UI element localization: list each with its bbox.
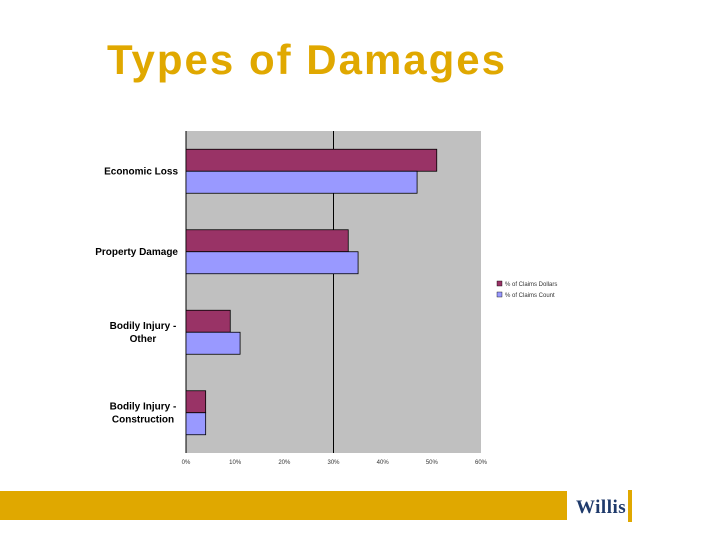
willis-logo-text: Willis — [576, 497, 627, 518]
x-tick-label: 40% — [377, 460, 390, 466]
x-tick-label: 10% — [229, 460, 242, 466]
bar-bodily-injury-construction-count — [185, 412, 207, 436]
bar-property-damage-dollars — [185, 229, 349, 253]
bar-economic-loss-dollars — [185, 148, 438, 172]
bar-bodily-injury-other-count — [185, 331, 241, 355]
bar-bodily-injury-construction-dollars — [185, 390, 207, 414]
legend-label: % of Claims Dollars — [505, 282, 557, 288]
bar-property-damage-count — [185, 251, 359, 275]
x-tick-label: 50% — [426, 460, 439, 466]
x-tick-label: 20% — [278, 460, 291, 466]
bar-economic-loss-count — [185, 170, 418, 194]
willis-logo-bar — [628, 490, 632, 522]
legend-swatch — [496, 291, 503, 298]
legend-swatch — [496, 280, 503, 287]
category-label: Construction — [112, 414, 174, 425]
category-labels: Economic Loss Property Damage Bodily Injur… — [95, 166, 178, 425]
x-tick-label: 0% — [182, 460, 191, 466]
category-label: Economic Loss — [104, 166, 178, 177]
bars — [185, 148, 438, 436]
legend-label: % of Claims Count — [505, 293, 555, 299]
x-tick-label: 30% — [327, 460, 340, 466]
legend: % of Claims Dollars % of Claims Count — [496, 280, 557, 299]
slide-title: Types of Damages — [107, 36, 508, 83]
category-label: Other — [130, 334, 157, 345]
x-axis-ticks: 0% 10% 20% 30% 40% 50% 60% — [182, 460, 488, 466]
footer-band — [0, 491, 567, 520]
category-label: Bodily Injury - — [110, 321, 177, 332]
category-label: Bodily Injury - — [110, 401, 177, 412]
category-label: Property Damage — [95, 247, 178, 258]
bar-bodily-injury-other-dollars — [185, 309, 231, 333]
x-tick-label: 60% — [475, 460, 488, 466]
